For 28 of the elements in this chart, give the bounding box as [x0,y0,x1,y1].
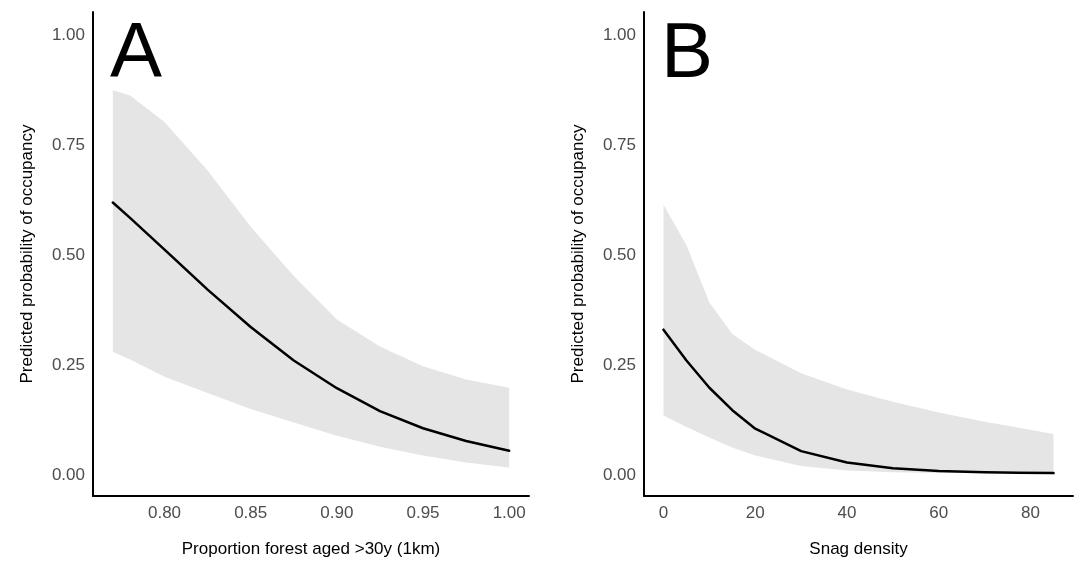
y-tick-label: 0.25 [51,354,85,374]
x-tick-label: 1.00 [492,503,526,522]
x-tick-label: 60 [929,503,949,522]
y-tick-label: 1.00 [51,24,85,44]
x-tick-label: 40 [837,503,857,522]
x-tick-label: 0.90 [320,503,354,522]
y-axis-title: Predicted probability of occupancy [568,124,587,384]
y-tick-label: 1.00 [602,24,636,44]
x-tick-label: 0.80 [147,503,182,522]
y-tick-label: 0.00 [602,464,636,484]
x-tick-label: 0.85 [234,503,268,522]
x-tick-label: 80 [1021,503,1041,522]
y-tick-label: 0.75 [602,134,636,154]
x-tick-label: 0 [658,503,669,522]
line-series [111,201,511,452]
x-axis-title: Snag density [809,539,909,558]
chart-title: B [661,6,714,94]
y-axis-title: Predicted probability of occupancy [17,124,36,384]
chart-title: A [110,6,163,94]
y-tick-label: 0.75 [51,134,85,154]
line-series [662,328,1055,475]
x-tick-label: 0.95 [406,503,440,522]
y-tick-label: 0.50 [51,244,85,264]
x-axis-title: Proportion forest aged >30y (1km) [181,539,441,558]
y-tick-label: 0.25 [602,354,636,374]
y-tick-label: 0.00 [51,464,85,484]
y-tick-label: 0.50 [602,244,636,264]
x-tick-label: 20 [745,503,765,522]
